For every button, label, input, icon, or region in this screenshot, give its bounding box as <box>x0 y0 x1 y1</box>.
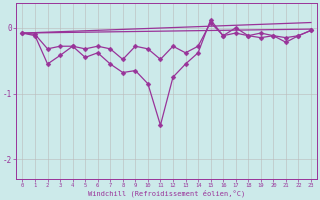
X-axis label: Windchill (Refroidissement éolien,°C): Windchill (Refroidissement éolien,°C) <box>88 190 245 197</box>
